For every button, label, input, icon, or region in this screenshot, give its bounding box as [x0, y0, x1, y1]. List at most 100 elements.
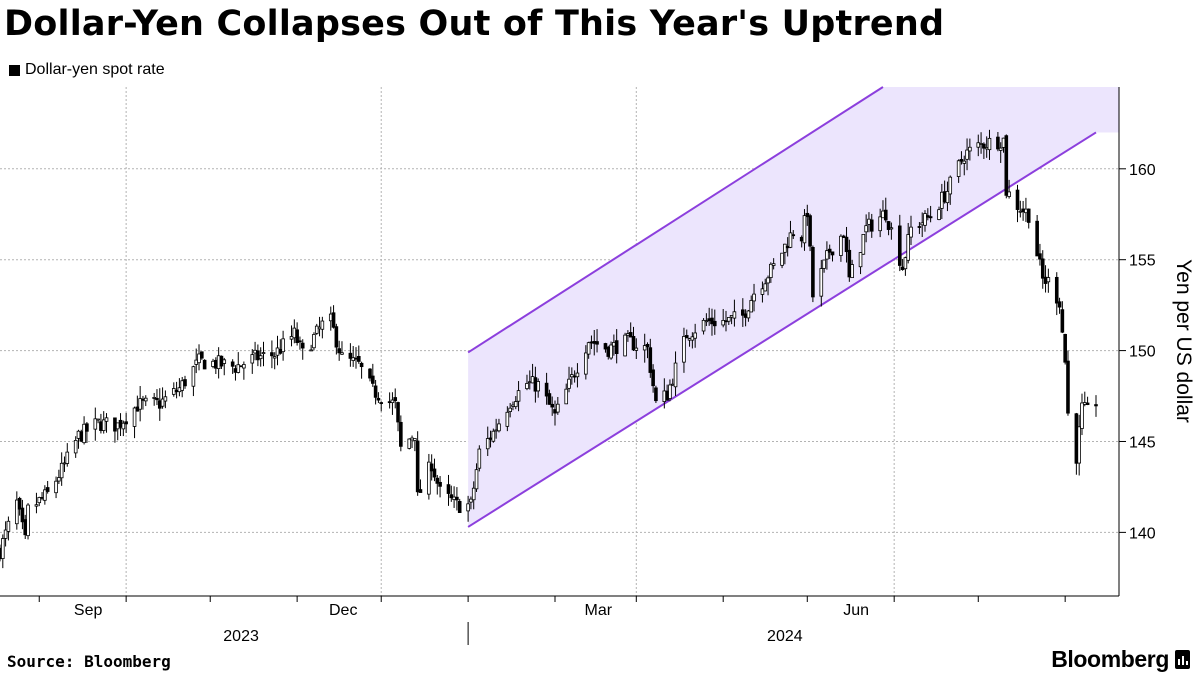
candle-body — [393, 397, 398, 402]
candle-body — [180, 380, 184, 391]
candle-body — [466, 503, 470, 512]
candle-body — [662, 390, 667, 402]
candle-body — [788, 232, 793, 248]
candle-body — [62, 462, 67, 465]
candle-body — [808, 215, 812, 247]
candle-body — [373, 385, 378, 398]
candle-body — [43, 489, 47, 501]
candle-body — [724, 320, 728, 323]
candle-body — [359, 362, 364, 368]
candle-body — [390, 399, 395, 404]
candle-body — [651, 369, 655, 387]
candle-body — [256, 350, 260, 361]
candle-body — [648, 347, 653, 373]
candle-body — [687, 338, 692, 341]
candle-body — [230, 361, 235, 367]
candle-body — [909, 226, 913, 238]
candle-body — [236, 364, 241, 373]
chart-title: Dollar-Yen Collapses Out of This Year's … — [4, 4, 945, 44]
candle-body — [101, 419, 106, 431]
candle-body — [6, 520, 11, 532]
candle-body — [634, 347, 639, 351]
candle-body — [741, 309, 745, 316]
candle-body — [261, 352, 266, 355]
candle-body — [609, 344, 613, 359]
candle-body — [314, 325, 319, 334]
candle-body — [446, 484, 451, 494]
candle-body — [881, 210, 885, 219]
candle-body — [1054, 276, 1059, 304]
candle-body — [847, 249, 852, 278]
candle-body — [457, 500, 462, 513]
candle-body — [626, 333, 630, 336]
candle-body — [115, 422, 120, 430]
legend: Dollar-yen spot rate — [9, 61, 165, 79]
candle-body — [20, 507, 25, 523]
candle-body — [707, 318, 711, 322]
candle-body — [317, 326, 322, 330]
candle-body — [897, 225, 902, 266]
candle-body — [141, 398, 145, 401]
candle-body — [505, 411, 510, 427]
candle-body — [690, 336, 695, 341]
candle-body — [841, 235, 846, 238]
candle-body — [682, 336, 686, 363]
candle-body — [965, 149, 969, 160]
candle-body — [771, 263, 776, 266]
candle-body — [272, 356, 277, 359]
candle-body — [79, 431, 84, 442]
candle-body — [40, 497, 44, 499]
candle-body — [822, 259, 826, 269]
candle-body — [743, 313, 748, 318]
candle-body — [1035, 220, 1039, 257]
candle-body — [171, 388, 176, 395]
x-tick-label: Dec — [329, 602, 357, 619]
candle-body — [1063, 333, 1067, 363]
candle-body — [511, 404, 515, 407]
candle-body — [143, 397, 148, 402]
candle-body — [348, 352, 353, 359]
candle-body — [623, 334, 627, 357]
candle-body — [769, 263, 773, 278]
candle-body — [550, 403, 555, 408]
candle-body — [710, 317, 714, 325]
channel-lower-line — [467, 131, 1097, 528]
candle-body — [26, 504, 30, 537]
candle-body — [368, 368, 372, 379]
candle-body — [979, 143, 983, 145]
candle-body — [34, 504, 39, 507]
candle-body — [564, 388, 569, 405]
candle-body — [575, 372, 580, 378]
candle-body — [104, 417, 109, 422]
candle-body — [726, 317, 731, 322]
candle-body — [455, 496, 459, 501]
y-tick-label: 145 — [1129, 434, 1156, 451]
candle-body — [729, 315, 734, 318]
candle-body — [214, 359, 218, 369]
candle-body — [155, 397, 159, 401]
x-tick-label: Mar — [585, 602, 613, 619]
candle-body — [298, 340, 302, 343]
candle-body — [701, 319, 706, 332]
candle-body — [1007, 191, 1011, 197]
candle-body — [379, 402, 384, 404]
candle-body — [937, 209, 941, 220]
candle-body — [572, 375, 577, 378]
candle-body — [527, 381, 532, 384]
candle-body — [584, 352, 588, 375]
candle-body — [3, 529, 8, 539]
x-tick-label: Jun — [843, 602, 869, 619]
y-tick-label: 140 — [1129, 525, 1156, 542]
candle-body — [805, 212, 810, 218]
source-note: Source: Bloomberg — [7, 652, 171, 671]
candle-body — [399, 421, 403, 447]
candle-body — [15, 499, 19, 525]
y-tick-label: 150 — [1129, 344, 1156, 361]
candle-body — [811, 246, 815, 298]
candle-body — [668, 384, 672, 399]
candle-body — [850, 264, 854, 279]
candle-body — [275, 347, 280, 356]
candle-body — [191, 366, 196, 387]
candle-body — [253, 349, 257, 354]
